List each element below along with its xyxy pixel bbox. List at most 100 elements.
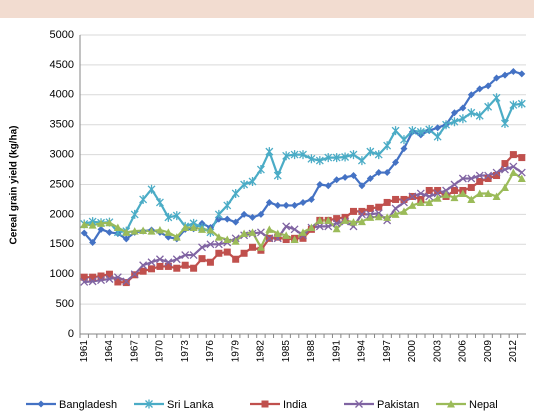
marker — [257, 210, 265, 218]
marker — [341, 216, 350, 224]
marker-shape — [232, 218, 240, 226]
marker — [357, 210, 366, 219]
legend-label: Bangladesh — [59, 399, 117, 411]
marker-shape — [265, 234, 274, 243]
marker — [517, 99, 526, 109]
marker — [475, 171, 484, 180]
marker-shape — [231, 188, 240, 198]
marker-shape — [425, 192, 434, 201]
marker-shape — [450, 180, 459, 189]
marker-shape — [223, 248, 231, 256]
marker — [408, 201, 417, 209]
marker-shape — [89, 239, 97, 247]
series-line — [83, 95, 522, 234]
marker — [434, 124, 442, 132]
marker-shape — [484, 175, 492, 183]
x-tick-label: 2006 — [458, 340, 469, 363]
marker-shape — [349, 172, 357, 180]
x-tick-label: 1976 — [205, 340, 216, 363]
y-tick-label: 3000 — [50, 149, 74, 161]
marker-shape — [155, 225, 164, 234]
marker-shape — [164, 258, 173, 267]
marker-shape — [400, 198, 408, 207]
marker — [97, 219, 106, 227]
marker-shape — [37, 400, 45, 408]
marker — [307, 223, 316, 232]
marker-shape — [332, 153, 341, 163]
marker-shape — [122, 277, 131, 286]
marker — [172, 255, 181, 264]
marker-shape — [349, 150, 358, 160]
marker — [232, 255, 240, 263]
marker — [256, 165, 265, 175]
marker-shape — [383, 213, 392, 221]
marker-shape — [501, 71, 509, 79]
x-tick-label: 1967 — [129, 340, 140, 363]
marker-shape — [173, 264, 181, 272]
marker-shape — [206, 240, 215, 249]
marker — [214, 209, 223, 219]
marker-shape — [215, 215, 223, 223]
marker-shape — [408, 201, 417, 209]
marker — [425, 124, 434, 134]
x-tick-label: 1979 — [230, 340, 241, 363]
marker — [88, 277, 97, 286]
marker-shape — [231, 237, 240, 245]
marker-shape — [198, 255, 206, 263]
marker — [467, 108, 476, 118]
marker-shape — [105, 275, 114, 283]
marker-shape — [400, 135, 408, 145]
marker-shape — [181, 251, 190, 260]
marker — [291, 201, 299, 209]
marker — [189, 251, 198, 260]
marker-shape — [383, 169, 391, 177]
marker — [249, 213, 257, 221]
marker-shape — [114, 278, 122, 286]
marker-shape — [357, 156, 366, 166]
marker-shape — [223, 215, 231, 223]
marker — [206, 258, 214, 266]
marker-shape — [518, 154, 526, 162]
y-axis-label: Cereal grain yield (kg/ha) — [9, 126, 20, 245]
marker-shape — [290, 150, 299, 160]
marker — [442, 190, 451, 199]
marker — [299, 198, 307, 206]
marker — [349, 150, 358, 160]
marker-shape — [274, 233, 282, 241]
marker-shape — [476, 178, 484, 186]
marker-shape — [240, 249, 248, 257]
marker — [475, 111, 484, 121]
marker — [164, 262, 172, 270]
marker — [181, 261, 189, 269]
marker — [366, 204, 374, 212]
marker-shape — [198, 243, 206, 252]
marker-shape — [290, 225, 299, 234]
marker-shape — [147, 184, 156, 194]
marker-shape — [80, 220, 89, 229]
marker — [391, 204, 400, 213]
marker — [299, 228, 307, 236]
marker-shape — [315, 222, 324, 231]
marker — [425, 186, 433, 194]
marker — [501, 165, 509, 174]
marker-shape — [265, 198, 273, 206]
marker-shape — [484, 189, 493, 197]
marker — [299, 150, 307, 160]
marker — [155, 197, 164, 207]
marker-shape — [509, 151, 517, 159]
marker — [261, 400, 269, 408]
marker — [265, 198, 273, 206]
marker-shape — [358, 207, 366, 215]
x-tick-label: 1985 — [281, 340, 292, 363]
marker-shape — [113, 223, 122, 232]
marker-shape — [130, 270, 139, 279]
marker — [333, 215, 341, 223]
y-tick-label: 500 — [56, 298, 74, 310]
marker — [500, 183, 509, 191]
marker — [265, 147, 274, 157]
marker — [467, 174, 476, 183]
marker-shape — [366, 213, 375, 221]
marker — [458, 114, 467, 124]
marker — [315, 156, 324, 166]
marker — [408, 126, 417, 136]
